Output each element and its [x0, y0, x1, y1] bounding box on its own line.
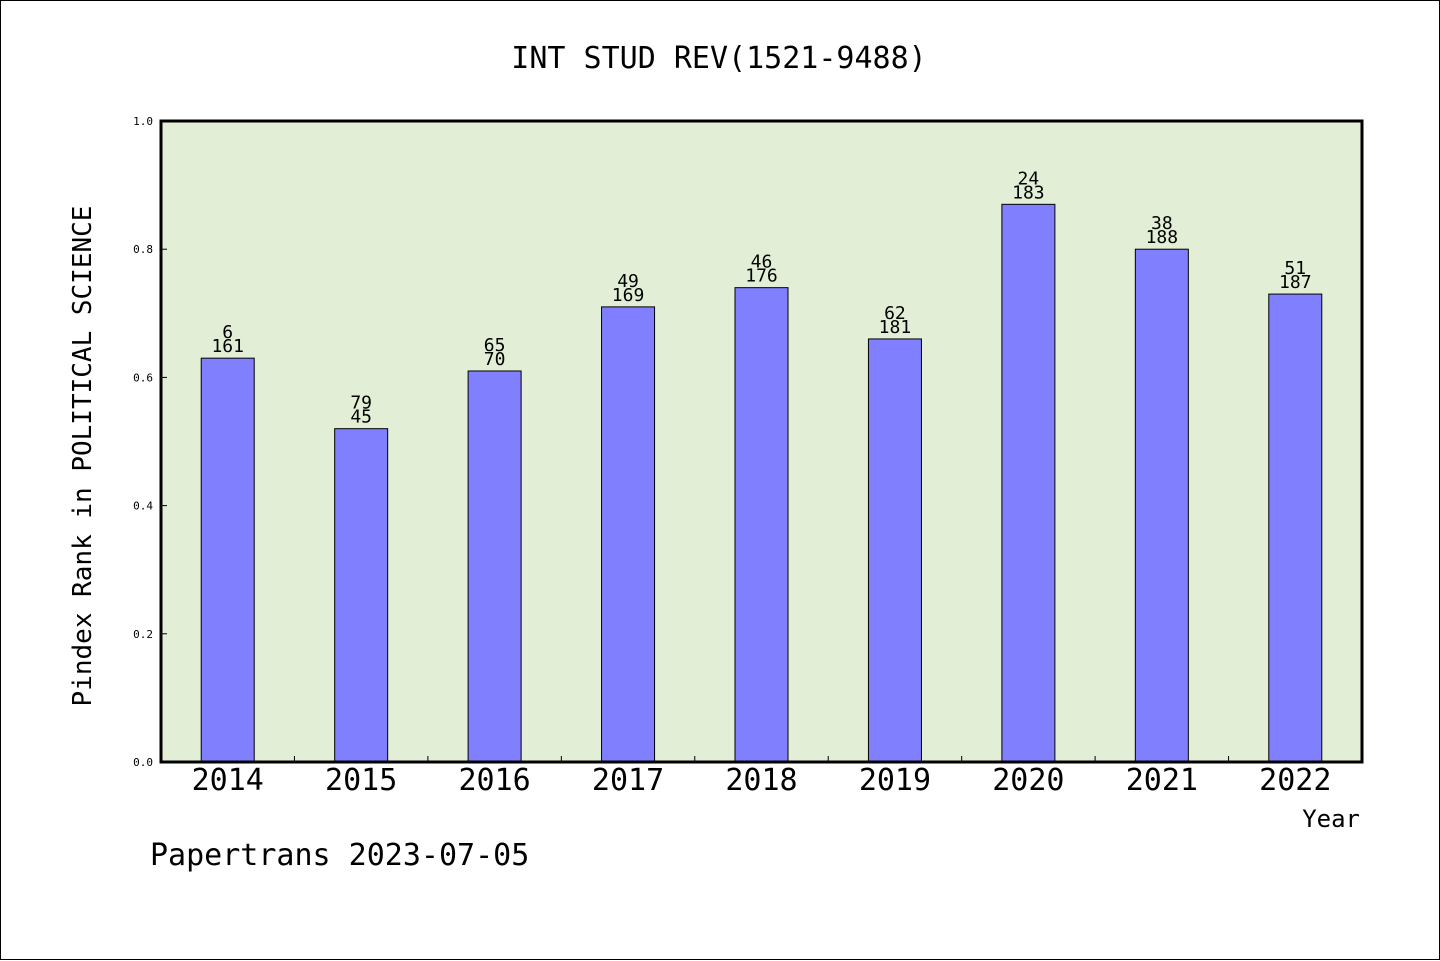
bar-2018	[734, 287, 789, 763]
y-tick-label: 0.8	[133, 243, 153, 256]
bar-label-bottom: 161	[211, 336, 244, 357]
y-axis: 0.0 0.2 0.4 0.6 0.8 1.0	[133, 115, 167, 769]
bar-label-top: 24	[1018, 168, 1040, 189]
bar-2016	[467, 370, 522, 763]
y-tick-label: 0.4	[133, 500, 153, 513]
bar-2021	[1134, 248, 1189, 763]
y-tick-label: 1.0	[133, 115, 153, 128]
bar-label-top: 65	[484, 335, 506, 356]
x-tick-label: 2016	[458, 763, 530, 798]
plot-border	[159, 119, 1364, 764]
x-tick-label: 2020	[992, 763, 1064, 798]
bar-label-bottom: 188	[1146, 227, 1179, 248]
y-axis-label: Pindex Rank in POLITICAL SCIENCE	[68, 206, 98, 707]
x-tick-label: 2021	[1126, 763, 1198, 798]
bar-label-bottom: 183	[1012, 182, 1045, 203]
bar-label-bottom: 70	[484, 349, 506, 370]
bar-label-top: 49	[617, 271, 639, 292]
bar-label-bottom: 176	[745, 266, 778, 287]
x-axis: 2014 2015 2016 2017 2018 2019 2020 2021 2022	[192, 756, 1331, 798]
bar-2020	[1001, 203, 1056, 763]
bar-label-bottom: 169	[612, 285, 645, 306]
bar-label-top: 46	[751, 252, 773, 273]
x-tick-label: 2018	[725, 763, 797, 798]
x-tick-label: 2014	[192, 763, 264, 798]
bar-label-top: 62	[884, 303, 906, 324]
bar-2014	[200, 357, 255, 763]
bar-2019	[867, 338, 922, 763]
bar-label-bottom: 187	[1279, 272, 1312, 293]
bar-label-bottom: 181	[879, 317, 912, 338]
bar-2017	[601, 306, 656, 763]
y-tick-label: 0.6	[133, 371, 153, 384]
x-axis-label: Year	[1302, 805, 1360, 833]
chart-title: INT STUD REV(1521-9488)	[511, 41, 926, 76]
bar-label-top: 51	[1284, 258, 1306, 279]
footer-credit: Papertrans 2023-07-05	[150, 838, 529, 873]
x-tick-label: 2019	[859, 763, 931, 798]
bar-2015	[334, 428, 389, 763]
bar-label-top: 6	[222, 322, 233, 343]
x-tick-label: 2022	[1259, 763, 1331, 798]
bar-label-top: 79	[350, 393, 372, 414]
y-tick-label: 0.0	[133, 756, 153, 769]
bar-label-top: 38	[1151, 213, 1173, 234]
x-tick-label: 2015	[325, 763, 397, 798]
bar-label-bottom: 45	[350, 407, 372, 428]
x-tick-label: 2017	[592, 763, 664, 798]
bar-2022	[1268, 293, 1323, 763]
y-tick-label: 0.2	[133, 628, 153, 641]
